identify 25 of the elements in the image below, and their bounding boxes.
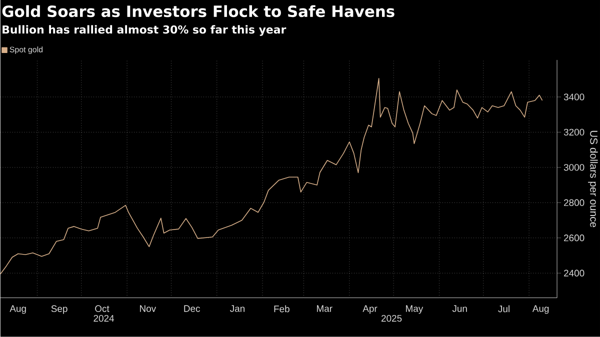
text: 2025	[382, 315, 402, 322]
y-tick-label: 2600	[564, 234, 584, 242]
x-tick-label: Jun	[452, 305, 467, 312]
y-tick-label: 3400	[564, 94, 584, 100]
y-tick-label: 2400	[564, 270, 584, 277]
y-tick-label: 3200	[564, 128, 584, 136]
x-tick-label: Jul	[498, 305, 510, 312]
x-tick-label: Nov	[140, 305, 156, 312]
x-tick-label: Aug	[10, 305, 26, 314]
line-series	[0, 78, 543, 275]
text: 2024	[94, 315, 114, 322]
x-tick-label: Jan	[230, 305, 245, 312]
x-tick-label: Aug	[532, 305, 549, 314]
x-tick-label: Feb	[274, 305, 290, 312]
y-tick-label: 2800	[564, 199, 584, 206]
y-axis-title: US dollars per ounce	[588, 130, 598, 228]
x-tick-label: Mar	[317, 305, 332, 312]
x-tick-label: Sep	[51, 305, 68, 314]
x-tick-label: Oct	[95, 305, 110, 312]
x-tick-label: May	[406, 305, 424, 314]
y-tick-label: 3000	[564, 164, 584, 171]
chart-title: Gold Soars as Investors Flock to Safe Havens	[2, 5, 394, 18]
chart-subtitle: Bullion has rallied almost 30% so far this year	[2, 25, 286, 36]
x-tick-label: Apr	[362, 305, 378, 314]
x-tick-label: Dec	[184, 305, 200, 312]
